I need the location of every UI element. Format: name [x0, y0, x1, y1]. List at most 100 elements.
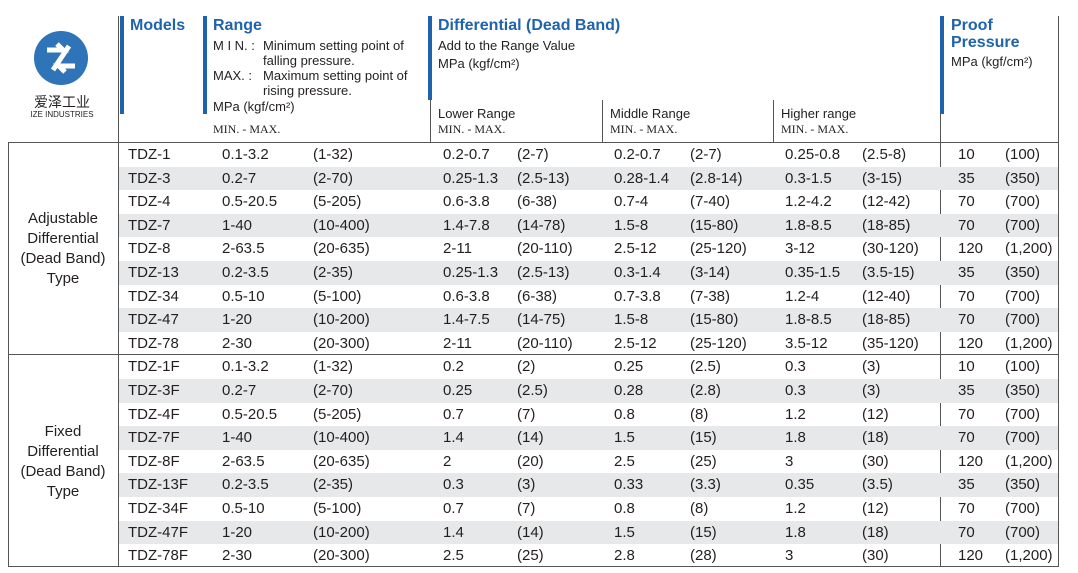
- table-cell: 0.1-3.2: [222, 146, 269, 163]
- divider: [1058, 16, 1059, 567]
- max-text: Maximum setting point of rising pressure…: [263, 68, 408, 98]
- group-label: Adjustable Differential (Dead Band) Type: [20, 210, 106, 288]
- table-cell: 0.7: [443, 500, 464, 517]
- table-cell: 2.5-12: [614, 334, 657, 352]
- header-bar: [203, 16, 207, 114]
- table-cell: 0.2-0.7: [443, 146, 490, 163]
- table-cell: 0.25: [614, 358, 644, 376]
- table-cell: (2-70): [313, 169, 354, 187]
- table-cell: (12-42): [862, 193, 911, 211]
- table-cell: (2.5): [517, 382, 548, 399]
- logo-en: IZE INDUSTRIES: [30, 110, 94, 119]
- table-cell: 0.2-3.5: [222, 476, 269, 494]
- table-cell: (2.8-14): [690, 169, 743, 187]
- table-cell: 2-63.5: [222, 240, 265, 258]
- table-cell: (1,200): [1005, 240, 1053, 258]
- table-cell: 120: [958, 452, 984, 470]
- row-shade: [119, 379, 1058, 403]
- logo-cn: 爱泽工业: [34, 94, 90, 110]
- table-cell: (3-15): [862, 169, 903, 187]
- table-cell: (30): [862, 452, 889, 470]
- table-cell: (14-75): [517, 311, 566, 329]
- table-cell: 0.3-1.5: [785, 169, 832, 187]
- max-label: MAX. :: [213, 68, 253, 83]
- table-cell: 1-20: [222, 523, 253, 541]
- table-cell: (1,200): [1005, 547, 1053, 565]
- table-cell: (700): [1005, 311, 1041, 329]
- middle-range-header: Middle Range: [610, 106, 691, 121]
- table-cell: (2.5-8): [862, 146, 907, 163]
- table-cell: (1-32): [313, 358, 354, 376]
- table-cell: 0.33: [614, 476, 644, 494]
- table-cell: 0.5-20.5: [222, 193, 278, 211]
- table-cell: 35: [958, 382, 975, 399]
- divider: [8, 566, 1059, 567]
- table-cell: (14): [517, 523, 544, 541]
- table-cell: 0.8: [614, 500, 635, 517]
- range-header: Range: [213, 17, 262, 34]
- table-cell: (25): [517, 547, 544, 565]
- table-cell: TDZ-1: [128, 146, 171, 163]
- table-cell: (350): [1005, 169, 1041, 187]
- row-shade: [119, 166, 1058, 191]
- table-cell: (18-85): [862, 216, 911, 234]
- table-cell: (20-300): [313, 334, 370, 352]
- table-cell: (5-100): [313, 500, 362, 517]
- table-cell: (14-78): [517, 216, 566, 234]
- table-cell: (1-32): [313, 146, 354, 163]
- table-cell: (2-70): [313, 382, 354, 399]
- table-cell: 2-30: [222, 547, 253, 565]
- min-text: Minimum setting point of falling pressur…: [263, 38, 404, 68]
- table-cell: TDZ-7: [128, 216, 171, 234]
- table-cell: TDZ-3: [128, 169, 171, 187]
- logo-icon: [34, 31, 88, 85]
- table-cell: (350): [1005, 476, 1041, 494]
- table-cell: 1.2: [785, 405, 806, 423]
- table-cell: (2.5-13): [517, 264, 570, 281]
- table-cell: 0.3: [785, 382, 806, 399]
- group-divider: [8, 354, 1059, 356]
- table-cell: (700): [1005, 405, 1041, 423]
- table-cell: 1.5: [614, 429, 635, 447]
- table-cell: 2.5: [614, 452, 635, 470]
- table-cell: (1,200): [1005, 452, 1053, 470]
- higher-minmax: MIN. - MAX.: [781, 122, 849, 136]
- table-cell: (100): [1005, 358, 1041, 376]
- range-min-note: M I N. : Minimum setting point of fallin…: [213, 38, 423, 68]
- table-cell: 1.8: [785, 523, 806, 541]
- table-cell: TDZ-1F: [128, 358, 180, 376]
- table-cell: (350): [1005, 264, 1041, 281]
- table-cell: (18-85): [862, 311, 911, 329]
- table-cell: (20-110): [517, 240, 573, 258]
- lower-range-header: Lower Range: [438, 106, 516, 121]
- proof-header: Proof Pressure: [951, 17, 1020, 51]
- table-cell: 1-40: [222, 429, 253, 447]
- table-cell: (25): [690, 452, 717, 470]
- table-cell: 120: [958, 240, 984, 258]
- min-label: M I N. :: [213, 38, 255, 53]
- table-cell: TDZ-47F: [128, 523, 188, 541]
- table-cell: 3: [785, 452, 794, 470]
- table-cell: (20-635): [313, 452, 370, 470]
- table-cell: (350): [1005, 382, 1041, 399]
- table-cell: (20): [517, 452, 544, 470]
- table-cell: TDZ-34: [128, 287, 179, 305]
- table-cell: (20-110): [517, 334, 573, 352]
- proof-unit: MPa (kgf/cm²): [951, 54, 1033, 69]
- differential-header: Differential (Dead Band): [438, 17, 621, 34]
- table-cell: 2.5: [443, 547, 464, 565]
- table-cell: (3.5-15): [862, 264, 915, 281]
- table-cell: TDZ-4: [128, 193, 171, 211]
- table-cell: 0.28: [614, 382, 644, 399]
- table-cell: 0.25: [443, 382, 473, 399]
- table-cell: (14): [517, 429, 544, 447]
- table-cell: (700): [1005, 523, 1041, 541]
- table-cell: (3): [862, 382, 881, 399]
- table-cell: (7-38): [690, 287, 731, 305]
- header-bar: [940, 16, 944, 114]
- table-cell: 2.8: [614, 547, 635, 565]
- table-cell: 70: [958, 216, 975, 234]
- table-cell: (7): [517, 500, 536, 517]
- divider: [773, 100, 774, 142]
